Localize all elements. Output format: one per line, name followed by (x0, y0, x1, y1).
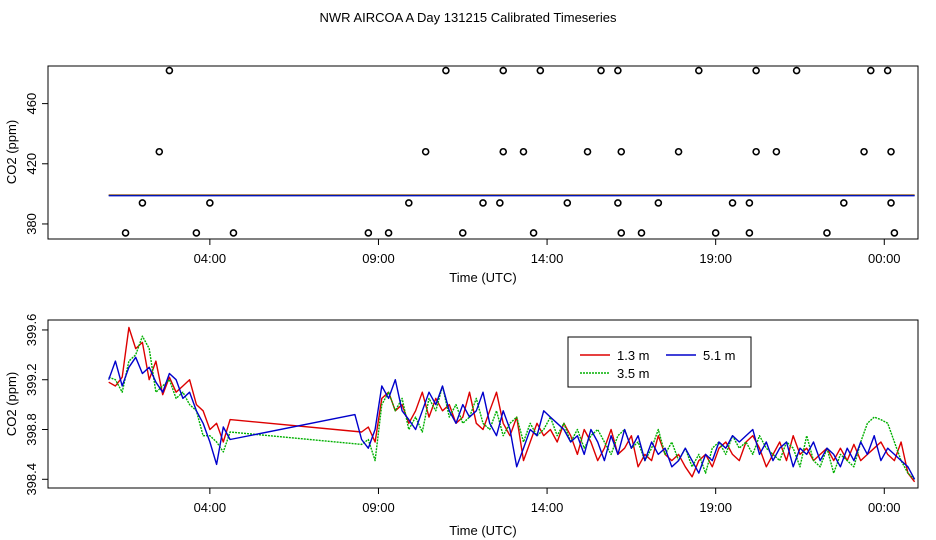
line-panel: 04:00 09:00 14:00 19:00 00:00 398.4 398.8 399.… (4, 314, 919, 538)
scatter-x-axis-label: Time (UTC) (449, 270, 516, 285)
scatter-point (563, 199, 572, 207)
scatter-panel: 04:00 09:00 14:00 19:00 00:00 380 420 460 Time… (4, 65, 919, 285)
scatter-y-axis: 380 420 460 (24, 93, 48, 235)
scatter-point (752, 66, 760, 75)
scatter-point (192, 229, 201, 237)
scatter-point (792, 66, 801, 75)
scatter-point (583, 147, 592, 156)
scatter-point (866, 66, 875, 75)
scatter-point (597, 66, 605, 75)
scatter-point (823, 229, 831, 237)
scatter-point (121, 229, 130, 237)
scatter-point (519, 147, 528, 156)
scatter-point (617, 229, 626, 237)
scatter-point (421, 147, 430, 156)
scatter-point (499, 66, 508, 75)
scatter-x-axis: 04:00 09:00 14:00 19:00 00:00 (194, 239, 901, 266)
series-line-3-5-m (108, 335, 916, 480)
scatter-point (654, 199, 663, 207)
series-line-5-1-m (108, 356, 916, 480)
line-plot-frame (47, 319, 919, 489)
x-tick-label-00-00: 00:00 (868, 500, 901, 515)
y-tick-label-398-8: 398.8 (24, 413, 39, 446)
scatter-point (772, 147, 781, 156)
x-tick-label-14-00: 14:00 (531, 251, 564, 266)
x-tick-label-04-00: 04:00 (194, 251, 227, 266)
x-tick-label-19-00: 19:00 (699, 251, 732, 266)
scatter-point (887, 147, 895, 156)
scatter-points (121, 66, 899, 237)
line-x-axis: 04:00 09:00 14:00 19:00 00:00 (194, 488, 901, 515)
scatter-point (617, 147, 626, 156)
scatter-point (614, 199, 622, 207)
line-y-axis-label: CO2 (ppm) (4, 372, 19, 436)
scatter-y-axis-label: CO2 (ppm) (4, 120, 19, 184)
y-tick-label-380: 380 (24, 213, 39, 235)
scatter-point (883, 66, 892, 75)
legend-label-3-5m: 3.5 m (617, 366, 650, 381)
scatter-point (442, 66, 450, 75)
y-tick-label-399-6: 399.6 (24, 314, 39, 347)
scatter-point (840, 199, 848, 207)
scatter-point (728, 199, 737, 207)
scatter-point (711, 229, 720, 237)
legend-label-1-3m: 1.3 m (617, 348, 650, 363)
scatter-point (745, 199, 754, 207)
legend: 1.3 m 3.5 m 5.1 m (567, 336, 752, 388)
scatter-point (229, 229, 238, 237)
scatter-point (890, 229, 899, 237)
x-tick-label-09-00: 09:00 (362, 251, 395, 266)
scatter-point (529, 229, 538, 237)
scatter-point (496, 199, 504, 207)
legend-box (567, 336, 752, 388)
scatter-point (138, 199, 147, 207)
scatter-point (165, 66, 174, 75)
scatter-plot-frame (47, 65, 919, 240)
line-x-axis-label: Time (UTC) (449, 523, 516, 538)
scatter-point (536, 66, 545, 75)
scatter-point (479, 199, 487, 207)
scatter-point (637, 229, 646, 237)
y-tick-label-460: 460 (24, 93, 39, 115)
scatter-point (499, 147, 508, 156)
scatter-point (860, 147, 868, 156)
scatter-point (695, 66, 703, 75)
y-tick-label-420: 420 (24, 153, 39, 175)
x-tick-label-19-00: 19:00 (699, 500, 732, 515)
y-tick-label-398-4: 398.4 (24, 463, 39, 496)
line-y-axis: 398.4 398.8 399.2 399.6 (24, 314, 48, 496)
x-tick-label-04-00: 04:00 (194, 500, 227, 515)
y-tick-label-399-2: 399.2 (24, 363, 39, 396)
figure-title: NWR AIRCOA A Day 131215 Calibrated Times… (320, 10, 617, 25)
scatter-point (155, 147, 164, 156)
scatter-point (887, 199, 895, 207)
legend-label-5-1m: 5.1 m (703, 348, 736, 363)
scatter-point (458, 229, 467, 237)
scatter-point (674, 147, 683, 156)
scatter-point (614, 66, 622, 75)
scatter-point (384, 229, 393, 237)
scatter-point (745, 229, 754, 237)
scatter-point (206, 199, 214, 207)
scatter-point (405, 199, 413, 207)
x-tick-label-09-00: 09:00 (362, 500, 395, 515)
line-series (108, 326, 916, 483)
series-line-1-3-m (108, 326, 916, 483)
x-tick-label-00-00: 00:00 (868, 251, 901, 266)
x-tick-label-14-00: 14:00 (531, 500, 564, 515)
scatter-series-lines (108, 194, 915, 197)
scatter-point (752, 147, 760, 156)
scatter-point (364, 229, 373, 237)
